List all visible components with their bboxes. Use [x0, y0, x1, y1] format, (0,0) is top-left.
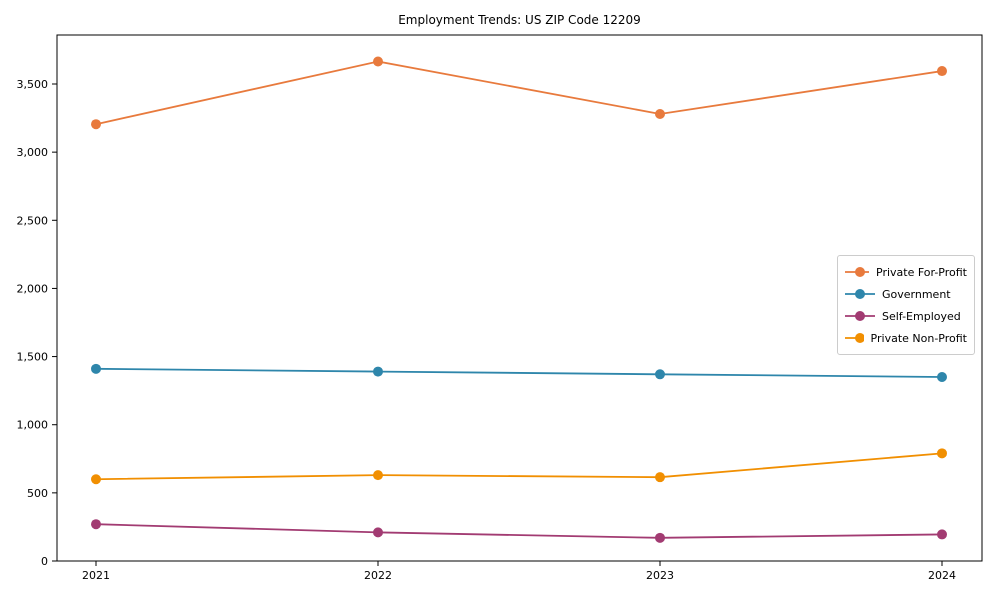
x-tick-label: 2022 — [364, 569, 392, 582]
legend-label-government: Government — [882, 287, 951, 301]
x-tick-label: 2021 — [82, 569, 110, 582]
marker-government-2024 — [937, 372, 947, 383]
legend-label-private-non-profit: Private Non-Profit — [870, 331, 967, 345]
legend-marker-private-for-profit — [845, 267, 869, 277]
marker-private-for-profit-2023 — [655, 108, 665, 119]
axes-frame — [56, 34, 983, 562]
y-tick-label: 0 — [41, 555, 48, 568]
series-line-private-non-profit — [95, 452, 943, 481]
legend: Private For-Profit Government Self-Employe… — [837, 255, 975, 355]
marker-private-non-profit-2021 — [91, 474, 101, 485]
marker-government-2022 — [373, 366, 383, 377]
marker-private-for-profit-2021 — [91, 119, 101, 130]
legend-marker-private-non-profit — [845, 333, 864, 343]
legend-label-private-for-profit: Private For-Profit — [876, 265, 967, 279]
marker-self-employed-2024 — [937, 529, 947, 540]
legend-marker-government — [845, 289, 875, 299]
legend-item-self-employed: Self-Employed — [845, 305, 967, 327]
legend-item-private-non-profit: Private Non-Profit — [845, 327, 967, 349]
marker-private-for-profit-2022 — [373, 56, 383, 67]
x-tick-label: 2024 — [928, 569, 956, 582]
marker-private-non-profit-2022 — [373, 470, 383, 481]
marker-government-2023 — [655, 369, 665, 380]
y-tick-label: 2,500 — [17, 214, 49, 227]
marker-private-non-profit-2024 — [937, 448, 947, 459]
legend-label-self-employed: Self-Employed — [882, 309, 961, 323]
marker-government-2021 — [91, 363, 101, 374]
x-tick-label: 2023 — [646, 569, 674, 582]
marker-self-employed-2021 — [91, 519, 101, 530]
marker-self-employed-2022 — [373, 527, 383, 538]
y-tick-label: 3,500 — [17, 78, 49, 91]
y-tick-label: 1,000 — [17, 419, 49, 432]
y-tick-label: 1,500 — [17, 351, 49, 364]
y-tick-label: 3,000 — [17, 146, 49, 159]
legend-item-private-for-profit: Private For-Profit — [845, 261, 967, 283]
legend-item-government: Government — [845, 283, 967, 305]
y-tick-label: 2,000 — [17, 282, 49, 295]
marker-private-for-profit-2024 — [937, 66, 947, 77]
chart-title: Employment Trends: US ZIP Code 12209 — [398, 13, 641, 27]
legend-marker-self-employed — [845, 311, 875, 321]
y-tick-label: 500 — [27, 487, 48, 500]
marker-private-non-profit-2023 — [655, 472, 665, 483]
series-line-private-for-profit — [95, 60, 943, 126]
series-line-government — [95, 367, 943, 378]
marker-self-employed-2023 — [655, 532, 665, 543]
series-line-self-employed — [95, 523, 943, 539]
